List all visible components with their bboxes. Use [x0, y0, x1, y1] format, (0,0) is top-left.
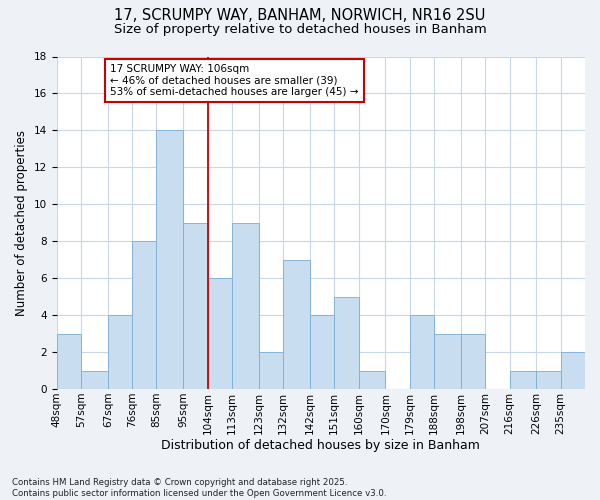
Bar [410, 315, 434, 389]
Text: 17 SCRUMPY WAY: 106sqm
← 46% of detached houses are smaller (39)
53% of semi-det: 17 SCRUMPY WAY: 106sqm ← 46% of detached… [110, 64, 359, 97]
Bar [259, 352, 283, 389]
Bar [156, 130, 183, 389]
Bar [509, 370, 536, 389]
Bar [183, 223, 208, 389]
Bar [434, 334, 461, 389]
Bar [561, 352, 585, 389]
Bar [461, 334, 485, 389]
Bar [310, 315, 334, 389]
Y-axis label: Number of detached properties: Number of detached properties [15, 130, 28, 316]
Bar [132, 241, 156, 389]
Text: 17, SCRUMPY WAY, BANHAM, NORWICH, NR16 2SU: 17, SCRUMPY WAY, BANHAM, NORWICH, NR16 2… [115, 8, 485, 22]
Bar [56, 334, 81, 389]
Bar [81, 370, 108, 389]
Bar [359, 370, 385, 389]
Bar [334, 296, 359, 389]
Text: Size of property relative to detached houses in Banham: Size of property relative to detached ho… [113, 22, 487, 36]
Bar [283, 260, 310, 389]
X-axis label: Distribution of detached houses by size in Banham: Distribution of detached houses by size … [161, 440, 480, 452]
Text: Contains HM Land Registry data © Crown copyright and database right 2025.
Contai: Contains HM Land Registry data © Crown c… [12, 478, 386, 498]
Bar [232, 223, 259, 389]
Bar [108, 315, 132, 389]
Bar [536, 370, 561, 389]
Bar [208, 278, 232, 389]
